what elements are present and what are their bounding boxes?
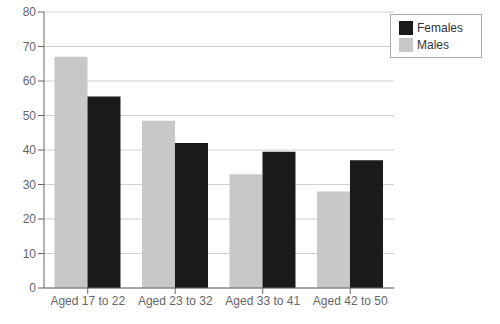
svg-text:Aged 42 to 50: Aged 42 to 50	[313, 294, 388, 308]
svg-text:0: 0	[29, 281, 36, 295]
html-text:Females: Females	[417, 21, 463, 35]
svg-text:Aged 23 to 32: Aged 23 to 32	[138, 294, 213, 308]
svg-text:10: 10	[23, 247, 37, 261]
html-text:Males: Males	[417, 38, 449, 52]
svg-text:40: 40	[23, 143, 37, 157]
svg-text:Aged 17 to 22: Aged 17 to 22	[50, 294, 125, 308]
svg-text:80: 80	[23, 5, 37, 19]
svg-text:30: 30	[23, 178, 37, 192]
svg-text:60: 60	[23, 74, 37, 88]
svg-text:70: 70	[23, 40, 37, 54]
svg-text:50: 50	[23, 109, 37, 123]
svg-text:Aged 33 to 41: Aged 33 to 41	[225, 294, 300, 308]
svg-text:20: 20	[23, 212, 37, 226]
